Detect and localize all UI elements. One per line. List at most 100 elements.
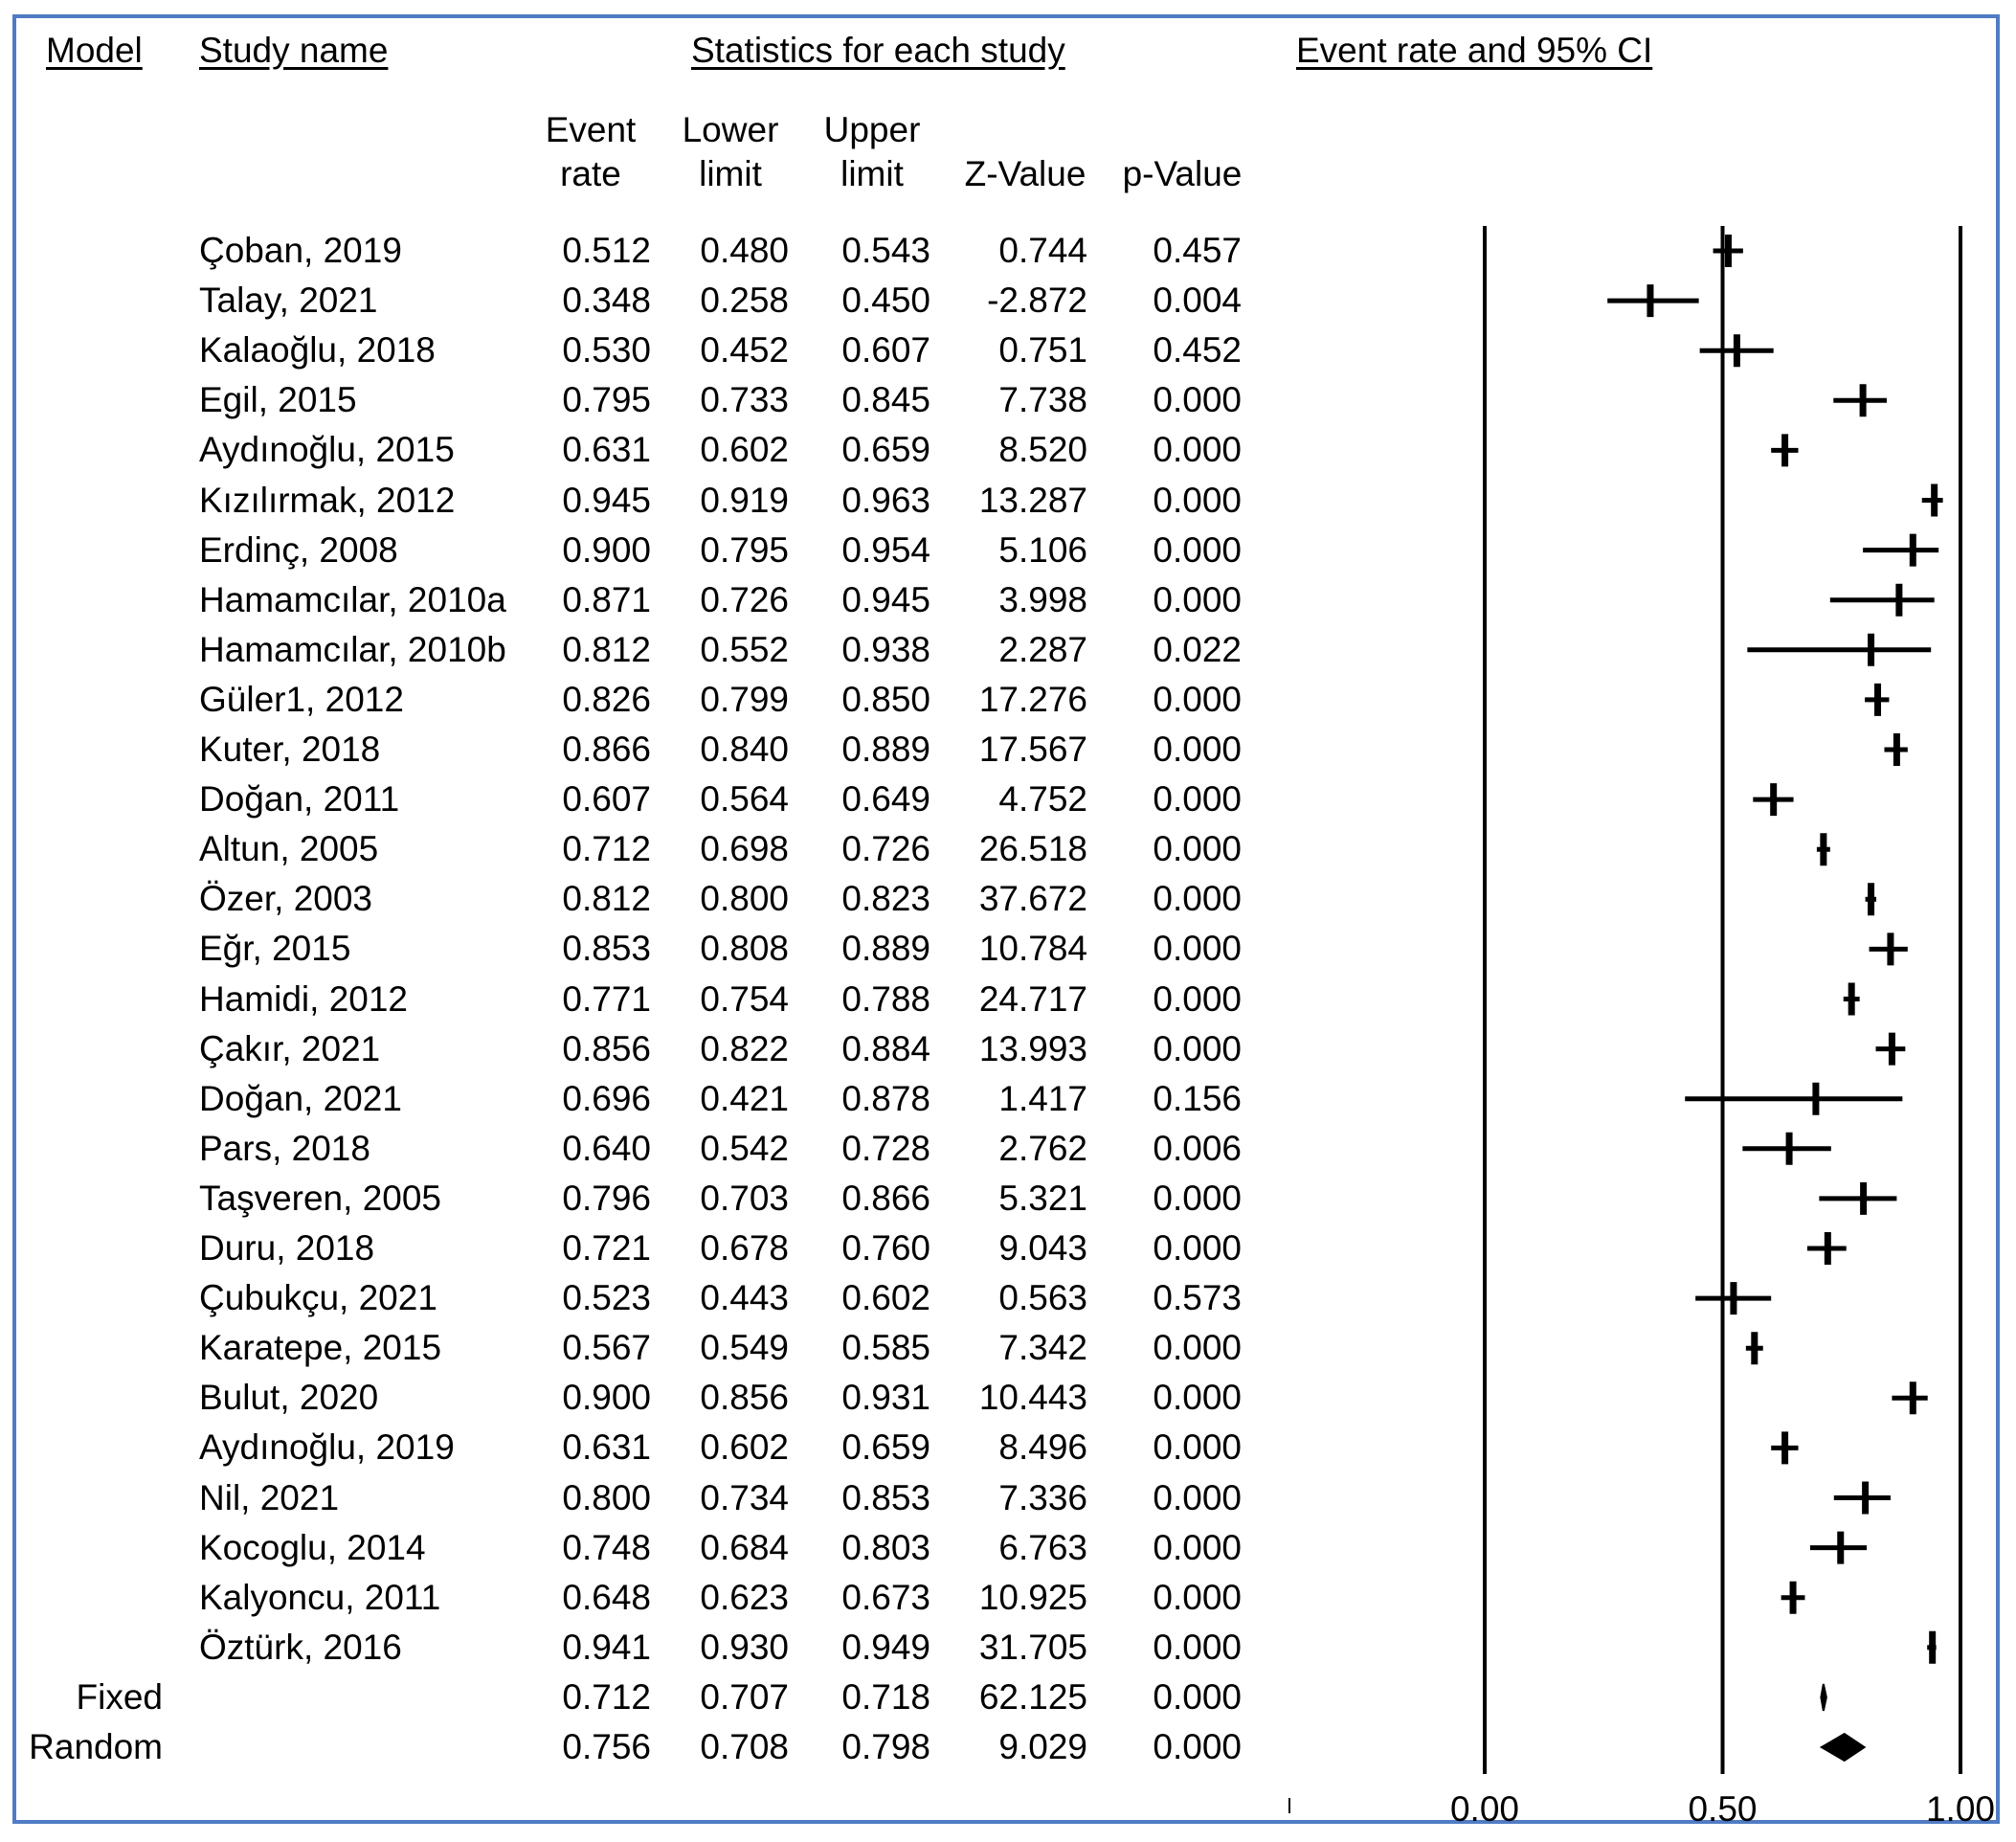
cell-lo: 0.840: [700, 730, 789, 769]
cell-hi: 0.659: [841, 430, 930, 470]
cell-lo: 0.808: [700, 929, 789, 969]
cell-p: 0.000: [1153, 779, 1242, 820]
cell-z: 13.993: [978, 1028, 1087, 1068]
col-z-value: Z-Value: [964, 154, 1086, 193]
cell-lo: 0.733: [700, 380, 789, 420]
cell-lo: 0.564: [700, 779, 789, 820]
cell-hi: 0.878: [841, 1078, 930, 1118]
col-upper-limit-line1: Upper: [823, 110, 921, 149]
cell-er: 0.945: [562, 480, 651, 520]
cell-z: 0.563: [998, 1278, 1087, 1318]
cell-hi: 0.945: [841, 579, 930, 619]
cell-p: 0.000: [1153, 1577, 1242, 1617]
study-name: Hamamcılar, 2010b: [199, 629, 506, 669]
cell-er: 0.853: [562, 929, 651, 969]
cell-p: 0.004: [1153, 281, 1242, 321]
cell-er: 0.900: [562, 1378, 651, 1418]
cell-p: 0.000: [1153, 1178, 1242, 1218]
pooled-model-label: Random: [29, 1727, 163, 1766]
cell-z: 5.321: [998, 1178, 1087, 1218]
cell-hi: 0.726: [841, 829, 930, 869]
study-name: Özer, 2003: [199, 879, 373, 919]
x-tick-label: 0.50: [1688, 1789, 1757, 1829]
cell-lo: 0.678: [700, 1228, 789, 1268]
cell-er: 0.826: [562, 679, 651, 719]
cell-hi: 0.673: [841, 1577, 930, 1617]
study-name: Çoban, 2019: [199, 231, 402, 270]
cell-lo: 0.623: [700, 1577, 789, 1617]
cell-lo: 0.708: [700, 1727, 789, 1766]
cell-p: 0.457: [1153, 231, 1242, 270]
cell-z: 6.763: [998, 1527, 1087, 1567]
cell-p: 0.000: [1153, 1676, 1242, 1717]
cell-hi: 0.884: [841, 1028, 930, 1068]
cell-hi: 0.659: [841, 1427, 930, 1468]
cell-er: 0.812: [562, 879, 651, 919]
study-name: Doğan, 2021: [199, 1078, 402, 1118]
cell-p: 0.000: [1153, 978, 1242, 1019]
cell-p: 0.000: [1153, 1527, 1242, 1567]
cell-lo: 0.856: [700, 1378, 789, 1418]
cell-p: 0.000: [1153, 1427, 1242, 1468]
cell-er: 0.648: [562, 1577, 651, 1617]
cell-hi: 0.823: [841, 879, 930, 919]
cell-z: -2.872: [987, 281, 1087, 321]
cell-lo: 0.421: [700, 1078, 789, 1118]
cell-lo: 0.799: [700, 679, 789, 719]
cell-p: 0.000: [1153, 430, 1242, 470]
cell-er: 0.748: [562, 1527, 651, 1567]
header-plot-title: Event rate and 95% CI: [1296, 31, 1653, 70]
cell-p: 0.022: [1153, 629, 1242, 669]
study-name: Çubukçu, 2021: [199, 1278, 437, 1318]
cell-er: 0.512: [562, 231, 651, 270]
cell-z: 1.417: [998, 1078, 1087, 1118]
cell-er: 0.771: [562, 978, 651, 1019]
cell-lo: 0.726: [700, 579, 789, 619]
cell-er: 0.696: [562, 1078, 651, 1118]
cell-z: 9.043: [998, 1228, 1087, 1268]
cell-lo: 0.698: [700, 829, 789, 869]
pooled-model-label: Fixed: [76, 1676, 163, 1717]
cell-z: 8.496: [998, 1427, 1087, 1468]
cell-er: 0.941: [562, 1627, 651, 1667]
cell-hi: 0.938: [841, 629, 930, 669]
study-name: Pars, 2018: [199, 1128, 370, 1168]
study-name: Karatepe, 2015: [199, 1328, 442, 1368]
study-name: Doğan, 2011: [199, 779, 400, 820]
study-name: Hamidi, 2012: [199, 978, 409, 1019]
x-tick-label: 1.00: [1926, 1789, 1995, 1829]
cell-er: 0.900: [562, 529, 651, 570]
col-p-value: p-Value: [1122, 154, 1243, 193]
study-name: Kızılırmak, 2012: [199, 480, 456, 520]
cell-er: 0.800: [562, 1477, 651, 1517]
study-name: Erdinç, 2008: [199, 529, 398, 570]
cell-er: 0.712: [562, 1676, 651, 1717]
header-statistics: Statistics for each study: [691, 31, 1065, 70]
cell-er: 0.567: [562, 1328, 651, 1368]
study-name: Taşveren, 2005: [199, 1178, 442, 1218]
cell-z: 2.762: [998, 1128, 1087, 1168]
cell-p: 0.006: [1153, 1128, 1242, 1168]
cell-hi: 0.853: [841, 1477, 930, 1517]
cell-z: 0.751: [998, 330, 1087, 371]
cell-er: 0.631: [562, 430, 651, 470]
cell-er: 0.856: [562, 1028, 651, 1068]
cell-lo: 0.602: [700, 430, 789, 470]
header-study-name: Study name: [199, 31, 389, 70]
cell-p: 0.000: [1153, 1328, 1242, 1368]
cell-lo: 0.919: [700, 480, 789, 520]
cell-lo: 0.822: [700, 1028, 789, 1068]
study-name: Kocoglu, 2014: [199, 1527, 426, 1567]
cell-z: 10.925: [978, 1577, 1087, 1617]
cell-z: 24.717: [978, 978, 1087, 1019]
study-name: Egil, 2015: [199, 380, 357, 420]
cell-z: 7.336: [998, 1477, 1087, 1517]
cell-p: 0.452: [1153, 330, 1242, 371]
pooled-diamond: [1820, 1683, 1827, 1712]
cell-hi: 0.607: [841, 330, 930, 371]
cell-hi: 0.718: [841, 1676, 930, 1717]
cell-hi: 0.889: [841, 929, 930, 969]
cell-er: 0.721: [562, 1228, 651, 1268]
study-name: Eğr, 2015: [199, 929, 351, 969]
